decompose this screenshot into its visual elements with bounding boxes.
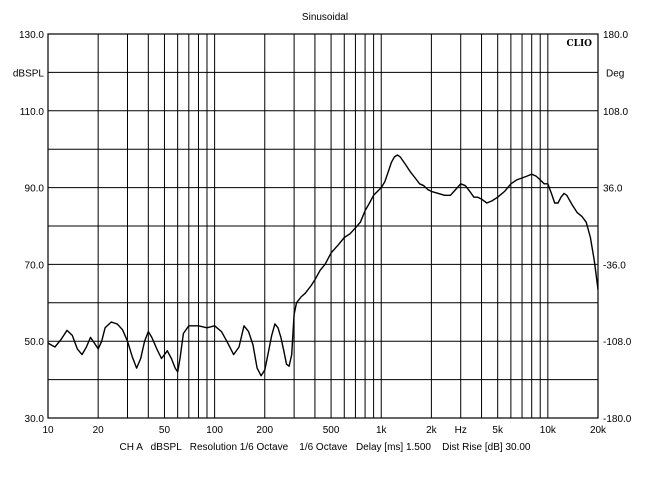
x-tick-label: 500 — [323, 425, 340, 436]
y2-tick-label: -180.0 — [603, 414, 632, 425]
y2-axis-label: Deg — [606, 68, 624, 79]
x-tick-label: 100 — [206, 425, 223, 436]
series-line-0 — [47, 154, 599, 377]
y-tick-label: 110.0 — [20, 107, 45, 118]
x-tick-label: 5k — [492, 425, 504, 436]
y2-tick-label: -36.0 — [603, 260, 626, 271]
y-tick-label: 90.0 — [25, 184, 45, 195]
y2-tick-label: 108.0 — [603, 107, 628, 118]
y-tick-label: 30.0 — [25, 414, 45, 425]
plot-frame — [47, 33, 599, 419]
x-tick-label: 50 — [159, 425, 171, 436]
series-layer — [47, 154, 599, 377]
y-tick-label: 130.0 — [19, 30, 44, 41]
x-tick-label: 10 — [42, 425, 54, 436]
x-tick-label: 1k — [376, 425, 388, 436]
footer-settings-text: CH A dBSPL Resolution 1/6 Octave 1/6 Oct… — [120, 442, 531, 453]
y-tick-label: 70.0 — [25, 260, 45, 271]
y-axis-label: dBSPL — [13, 68, 45, 79]
x-tick-label: 10k — [540, 425, 557, 436]
x-tick-label: 20 — [93, 425, 105, 436]
x-axis-unit-label: Hz — [455, 425, 467, 436]
tick-labels: 10 20 50 100 200 500 1k 2k 5k 10k 20k 130.0 110.0 90.… — [19, 30, 632, 436]
x-tick-label: 200 — [256, 425, 273, 436]
grid — [47, 34, 599, 418]
clio-brand-label: CLIO — [566, 39, 592, 49]
x-tick-label: 2k — [426, 425, 438, 436]
y2-tick-label: 180.0 — [603, 30, 628, 41]
y-tick-label: 50.0 — [25, 337, 45, 348]
y2-tick-label: 36.0 — [603, 184, 623, 195]
chart-title: Sinusoidal — [302, 12, 348, 23]
y2-tick-label: -108.0 — [603, 337, 632, 348]
x-tick-label: 20k — [590, 425, 607, 436]
